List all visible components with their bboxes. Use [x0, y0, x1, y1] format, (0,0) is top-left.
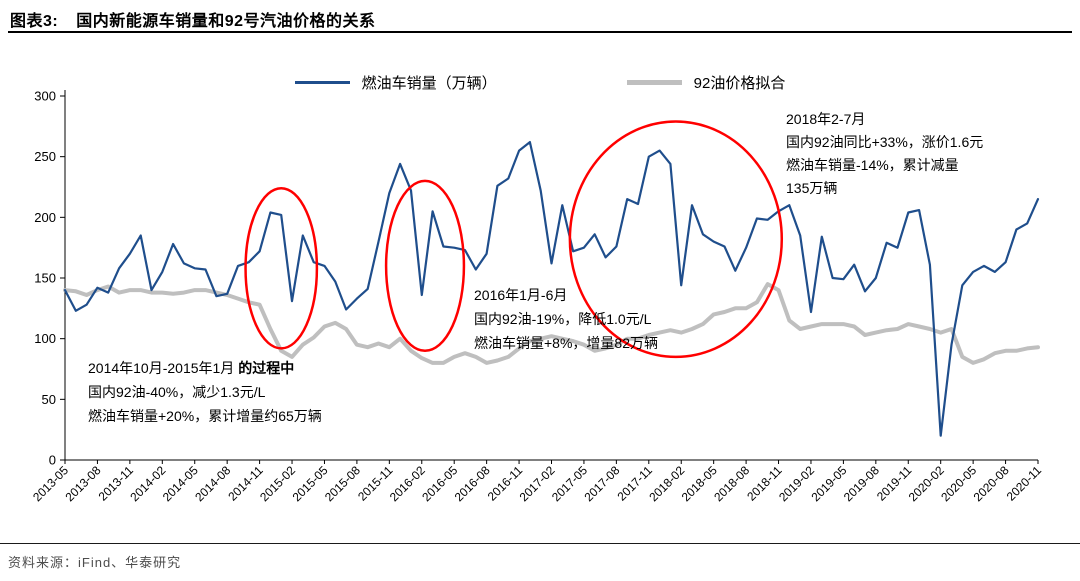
fuel-sales-line-swatch	[294, 81, 350, 84]
svg-text:50: 50	[42, 392, 56, 407]
svg-text:150: 150	[34, 271, 56, 286]
legend-item-gas-price: 92油价格拟合	[626, 72, 786, 93]
svg-text:250: 250	[34, 149, 56, 164]
figure-number-label: 图表3:	[10, 13, 59, 30]
svg-text:2019-08: 2019-08	[841, 463, 882, 504]
annotation-line: 燃油车销量-14%，累计减量	[786, 157, 959, 173]
annotation-line: 燃油车销量+8%，增量82万辆	[474, 335, 658, 351]
annotation-2014-price-drop: 2014年10月-2015年1月 的过程中 国内92油-40%，减少1.3元/L…	[88, 356, 322, 428]
svg-text:2018-08: 2018-08	[711, 463, 752, 504]
svg-text:300: 300	[34, 89, 56, 104]
footer-divider	[0, 543, 1080, 544]
svg-text:2014-08: 2014-08	[192, 463, 233, 504]
svg-text:2016-08: 2016-08	[452, 463, 493, 504]
annotation-2018-price-rise: 2018年2-7月 国内92油同比+33%，涨价1.6元 燃油车销量-14%，累…	[786, 108, 983, 200]
title-underline	[8, 31, 1072, 33]
svg-text:100: 100	[34, 331, 56, 346]
chart-legend: 燃油车销量（万辆） 92油价格拟合	[0, 72, 1080, 93]
annotation-text-bold: 的过程中	[234, 360, 295, 376]
annotation-line: 国内92油同比+33%，涨价1.6元	[786, 134, 984, 150]
legend-item-fuel-sales: 燃油车销量（万辆）	[294, 72, 497, 93]
svg-text:0: 0	[49, 453, 56, 468]
svg-text:2013-08: 2013-08	[63, 463, 104, 504]
svg-text:2020-08: 2020-08	[971, 463, 1012, 504]
annotation-line: 燃油车销量+20%，累计增量约65万辆	[88, 408, 322, 424]
gas-price-line-swatch	[626, 80, 682, 85]
legend-label-fuel-sales: 燃油车销量（万辆）	[361, 75, 497, 92]
chart-canvas: 0501001502002503002013-052013-082013-112…	[30, 89, 1045, 505]
figure-title: 图表3: 国内新能源车销量和92号汽油价格的关系	[10, 7, 376, 31]
annotation-line: 2014年10月-2015年1月 的过程中	[88, 356, 322, 380]
svg-text:200: 200	[34, 210, 56, 225]
figure-title-text: 国内新能源车销量和92号汽油价格的关系	[76, 13, 376, 30]
annotation-line: 135万辆	[786, 180, 838, 196]
annotation-text: 2014年10月-2015年1月	[88, 360, 235, 376]
svg-text:2015-08: 2015-08	[322, 463, 363, 504]
annotation-2016-price-drop: 2016年1月-6月 国内92油-19%，降低1.0元/L 燃油车销量+8%，增…	[474, 283, 658, 355]
annotation-line: 国内92油-40%，减少1.3元/L	[88, 384, 266, 400]
svg-text:2020-11: 2020-11	[1004, 463, 1045, 504]
svg-text:2017-08: 2017-08	[581, 463, 622, 504]
legend-label-gas-price: 92油价格拟合	[693, 75, 786, 92]
annotation-line: 2018年2-7月	[786, 111, 866, 127]
source-note: 资料来源：iFind、华泰研究	[8, 555, 182, 570]
annotation-line: 国内92油-19%，降低1.0元/L	[474, 311, 652, 327]
annotation-line: 2016年1月-6月	[474, 287, 568, 303]
